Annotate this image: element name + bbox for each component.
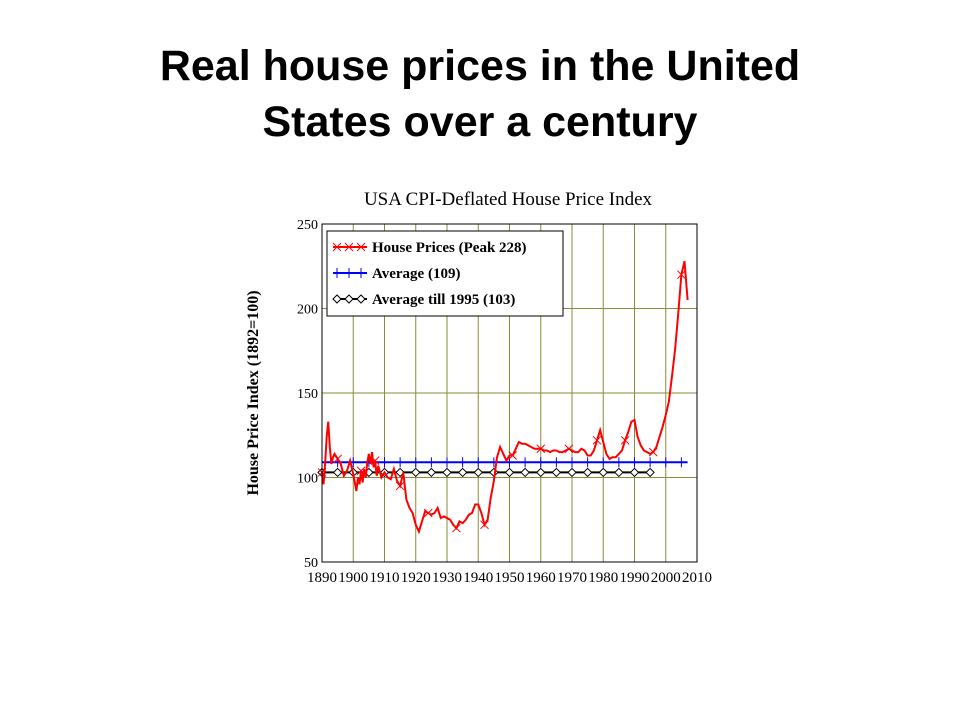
y-axis-label: House Price Index (1892=100)	[245, 290, 262, 495]
series-marker	[629, 467, 640, 478]
series-marker	[598, 467, 608, 478]
series-marker	[645, 467, 655, 478]
axis-ticks: 1890 1900 1910 1920 1930 1940 1950 1960 1970 1980…	[297, 218, 712, 586]
y-tick-label: 150	[297, 387, 318, 402]
x-tick-label: 1900	[338, 570, 368, 586]
slide-title: Real house prices in the United States o…	[60, 38, 900, 150]
legend-marker	[344, 294, 354, 304]
series-marker	[423, 508, 433, 518]
series-2	[317, 467, 655, 478]
chart-title: USA CPI-Deflated House Price Index	[364, 189, 653, 210]
slide-title-line-1: Real house prices in the United	[159, 42, 801, 90]
x-tick-label: 2010	[682, 570, 712, 586]
series-marker	[564, 444, 574, 454]
legend-marker	[332, 294, 342, 304]
series-marker	[411, 467, 421, 478]
series-marker	[677, 270, 686, 280]
series-marker	[426, 467, 437, 478]
series-marker	[592, 435, 602, 445]
x-tick-label: 1920	[401, 570, 431, 586]
series-marker	[473, 467, 483, 478]
series-marker	[504, 467, 515, 478]
series-layer	[317, 260, 689, 535]
slide-title-line-2: States over a century	[262, 98, 698, 146]
series-marker	[452, 523, 461, 533]
legend-marker	[332, 242, 342, 252]
y-tick-label: 50	[304, 556, 318, 571]
x-tick-label: 1990	[620, 570, 650, 586]
series-0	[317, 260, 689, 535]
y-tick-label: 100	[297, 472, 318, 487]
series-marker	[442, 467, 452, 478]
series-line	[321, 260, 689, 535]
x-tick-label: 1960	[526, 570, 556, 586]
series-marker	[551, 467, 562, 478]
x-tick-label: 1950	[495, 570, 525, 586]
series-1	[321, 457, 688, 468]
series-marker	[395, 481, 405, 491]
legend-marker	[356, 294, 366, 304]
series-marker	[370, 456, 380, 465]
series-marker	[582, 467, 593, 478]
series-marker	[536, 444, 546, 454]
x-tick-label: 1970	[557, 570, 587, 586]
legend-entry-label: House Prices (Peak 228)	[372, 240, 527, 256]
legend-entry-label: Average (109)	[372, 266, 460, 282]
x-tick-label: 1910	[370, 570, 400, 586]
series-marker	[457, 467, 468, 478]
x-tick-label: 1980	[588, 570, 618, 586]
series-marker	[648, 447, 658, 457]
y-tick-label: 250	[297, 218, 318, 233]
series-marker	[356, 466, 366, 476]
y-tick-label: 200	[297, 303, 318, 318]
series-marker	[620, 435, 630, 445]
series-marker	[536, 467, 546, 478]
x-tick-label: 1930	[432, 570, 462, 586]
legend-marker	[344, 242, 354, 252]
legend: House Prices (Peak 228) Average (109) Aver…	[326, 230, 564, 317]
series-marker	[332, 467, 343, 478]
x-tick-label: 1890	[307, 570, 337, 586]
x-tick-label: 1940	[463, 570, 493, 586]
legend-entry-label: Average till 1995 (103)	[372, 292, 515, 308]
x-tick-label: 2000	[651, 570, 681, 586]
legend-marker	[356, 242, 366, 252]
series-marker	[508, 451, 517, 460]
series-marker	[333, 454, 342, 464]
series-marker	[614, 467, 624, 478]
series-marker	[480, 520, 489, 530]
plot-frame	[321, 223, 698, 563]
series-marker	[567, 467, 577, 478]
series-marker	[520, 467, 530, 478]
